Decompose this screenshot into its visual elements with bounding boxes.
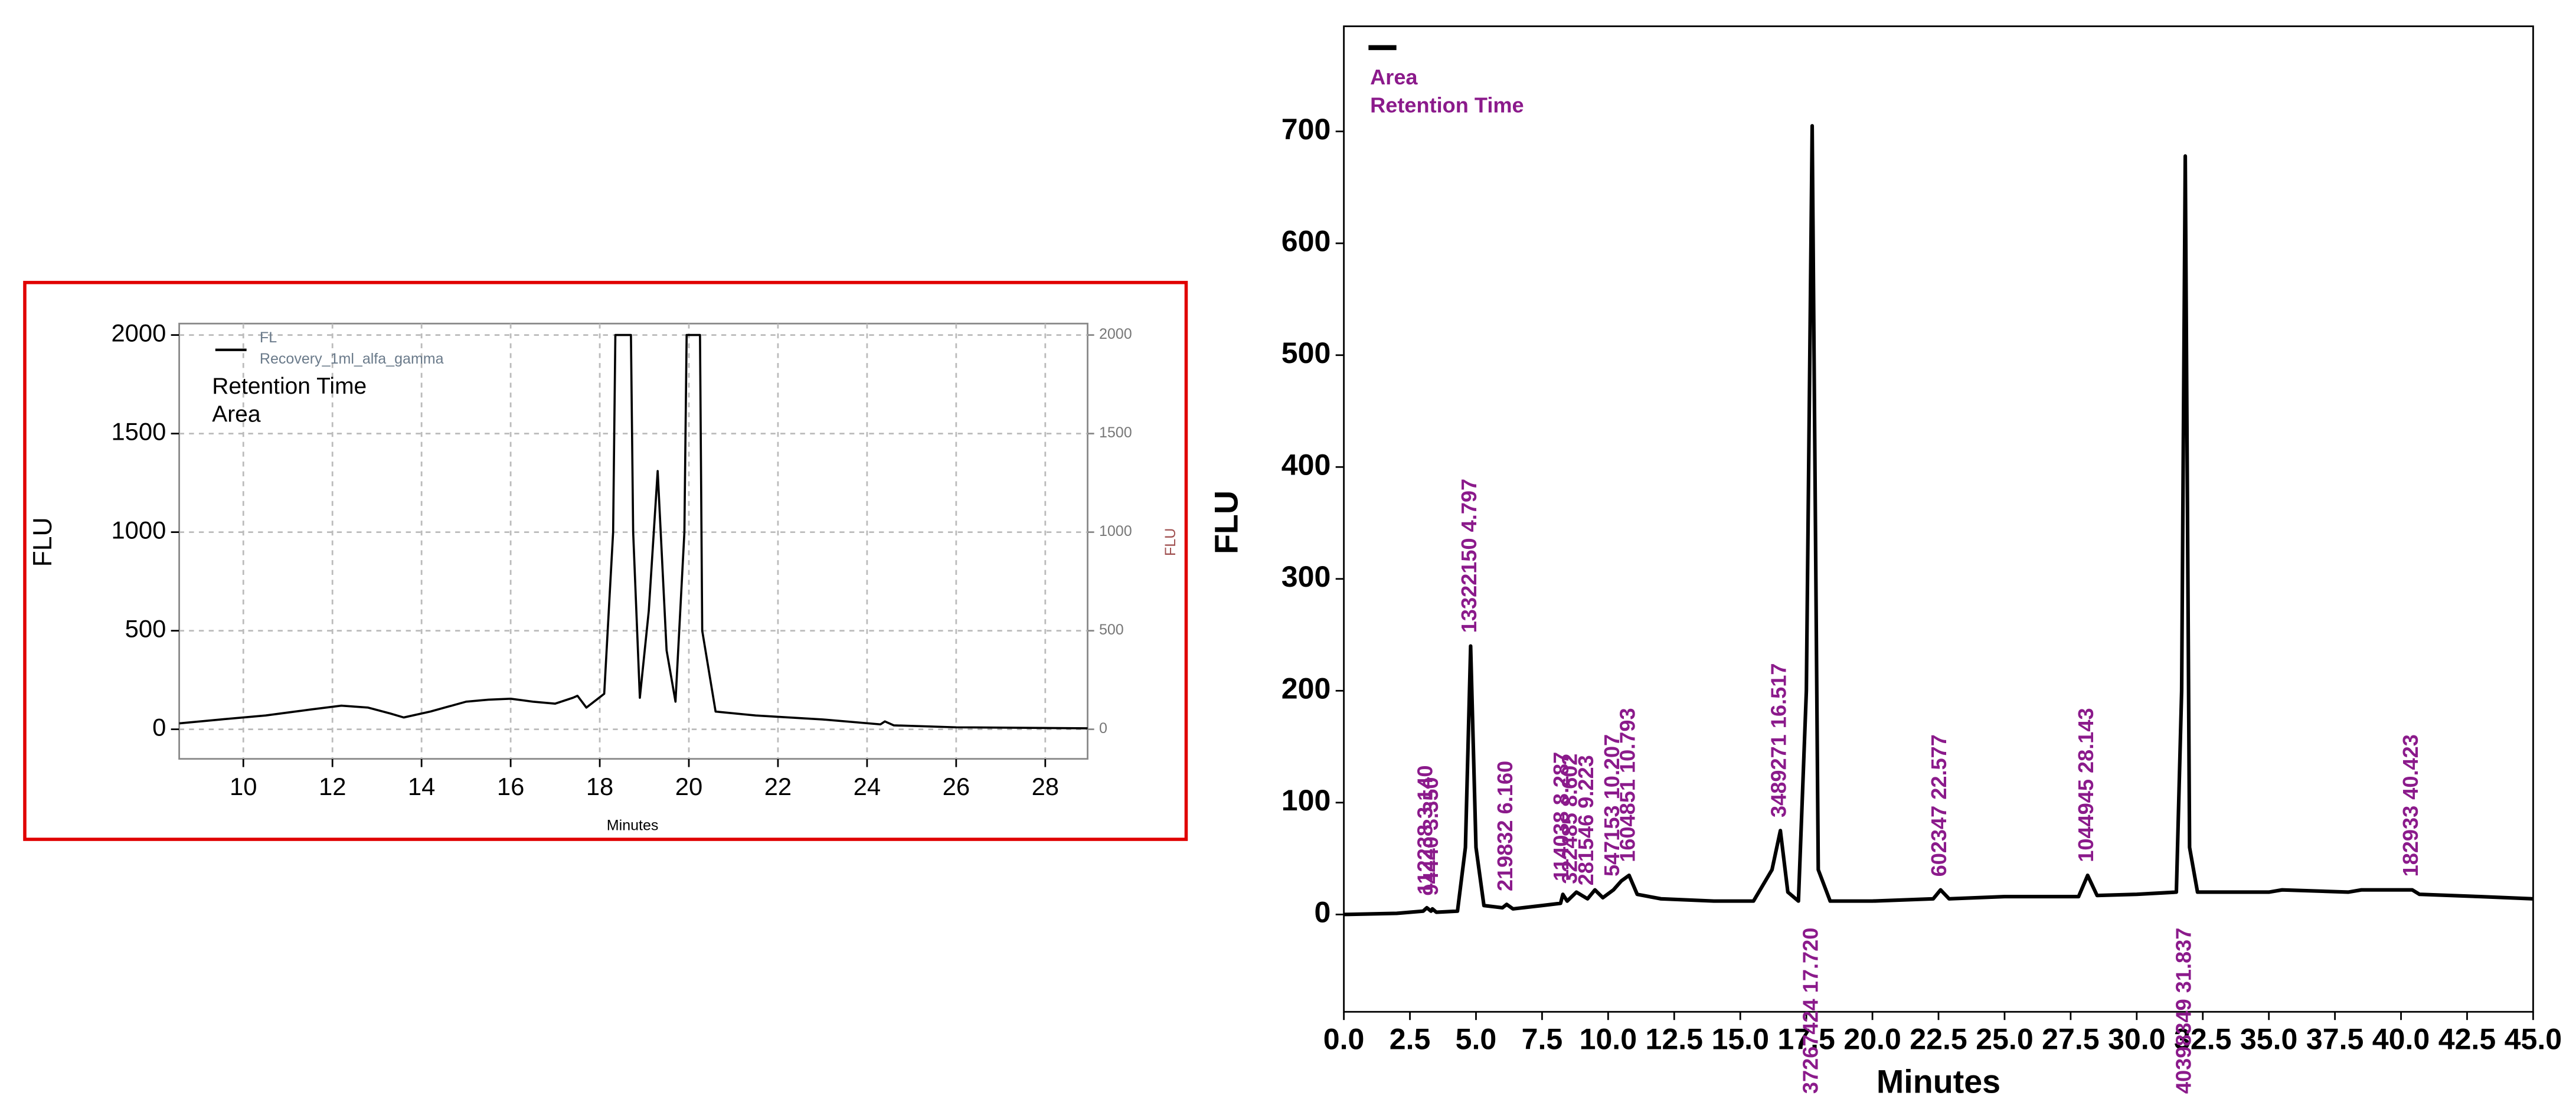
peak-label: 94440 3.350	[1418, 777, 1443, 896]
y-axis-label: FLU	[28, 517, 57, 567]
legend-detail: Recovery_1ml_alfa_gamma	[260, 351, 444, 367]
x-tick-label: 14	[408, 773, 435, 800]
x-tick-label: 5.0	[1456, 1023, 1497, 1056]
y-tick-label: 500	[125, 615, 166, 643]
x-tick-label: 20	[675, 773, 702, 800]
highlight-box	[23, 280, 1188, 841]
x-tick-label: 35.0	[2240, 1023, 2297, 1056]
y-tick-label: 100	[1282, 784, 1331, 817]
y-tick-label: 0	[1314, 896, 1331, 929]
trace	[1343, 124, 2533, 917]
peak-label: 281546 9.223	[1574, 755, 1598, 885]
x-tick-label: 25.0	[1976, 1023, 2033, 1056]
peak-label: 1044945 28.143	[2074, 708, 2098, 862]
x-tick-label: 16	[497, 773, 524, 800]
peak-label: 40398349 31.837	[2172, 928, 2196, 1094]
x-tick-label: 12.5	[1646, 1023, 1703, 1056]
y-tick-label: 300	[1282, 560, 1331, 593]
legend-text: Retention Time	[1370, 93, 1524, 117]
x-tick-label: 45.0	[2505, 1023, 2562, 1056]
y-tick-label: 0	[152, 714, 166, 741]
peak-label: 3489271 16.517	[1767, 663, 1791, 817]
y2-tick-label: 1000	[1099, 523, 1132, 539]
y-tick-label: 400	[1282, 448, 1331, 481]
x-tick-label: 18	[586, 773, 613, 800]
y-tick-label: 600	[1282, 224, 1331, 257]
y2-tick-label: 1500	[1099, 424, 1132, 441]
y-tick-label: 500	[1282, 336, 1331, 369]
y-tick-label: 1000	[111, 516, 166, 544]
x-tick-label: 17.5	[1777, 1023, 1835, 1056]
x-tick-label: 26	[943, 773, 970, 800]
x-tick-label: 24	[854, 773, 881, 800]
x-tick-label: 22	[764, 773, 792, 800]
legend-text: Area	[212, 401, 261, 427]
x-tick-label: 12	[319, 773, 346, 800]
y2-tick-label: 2000	[1099, 326, 1132, 342]
peak-label: 13322150 4.797	[1457, 479, 1481, 633]
x-tick-label: 7.5	[1522, 1023, 1563, 1056]
peak-label: 182933 40.423	[2398, 734, 2423, 876]
x-tick-label: 30.0	[2108, 1023, 2165, 1056]
peak-label: 114038 8.287	[1549, 752, 1573, 881]
x-tick-label: 28	[1032, 773, 1059, 800]
x-tick-label: 2.5	[1390, 1023, 1431, 1056]
y-tick-label: 200	[1282, 672, 1331, 705]
x-tick-label: 22.5	[1910, 1023, 1967, 1056]
peak-label: 112238 3.140	[1413, 766, 1437, 895]
x-tick-label: 0.0	[1323, 1023, 1365, 1056]
x-tick-label: 27.5	[2042, 1023, 2099, 1056]
y-tick-label: 700	[1282, 113, 1331, 146]
y-axis-label: FLU	[1208, 490, 1245, 554]
x-tick-label: 32.5	[2174, 1023, 2231, 1056]
x-tick-label: 37.5	[2306, 1023, 2363, 1056]
x-tick-label: 15.0	[1711, 1023, 1768, 1056]
x-tick-label: 40.0	[2372, 1023, 2430, 1056]
legend-text: Area	[1370, 65, 1418, 89]
peak-label: 1604851 10.793	[1615, 708, 1639, 862]
peak-label: 602347 22.577	[1927, 734, 1951, 876]
y-tick-label: 2000	[111, 319, 166, 347]
y2-tick-label: 0	[1099, 720, 1107, 737]
x-tick-label: 10	[230, 773, 257, 800]
x-axis-label: Minutes	[607, 817, 659, 833]
y2-axis-label: FLU	[1162, 528, 1179, 556]
x-tick-label: 10.0	[1580, 1023, 1637, 1056]
peak-label: 322485 8.602	[1557, 754, 1581, 884]
legend-text: Retention Time	[212, 374, 367, 399]
peak-label: 219832 6.160	[1493, 761, 1517, 891]
legend-label: FL	[260, 329, 277, 346]
x-tick-label: 20.0	[1843, 1023, 1901, 1056]
x-axis-label: Minutes	[1877, 1063, 2000, 1100]
y-tick-label: 1500	[111, 418, 166, 446]
trace	[179, 333, 1088, 730]
x-tick-label: 42.5	[2438, 1023, 2496, 1056]
peak-label: 37267424 17.720	[1799, 928, 1823, 1094]
y2-tick-label: 500	[1099, 622, 1124, 638]
peak-label: 547153 10.207	[1600, 734, 1624, 876]
plot-area	[1343, 25, 2534, 1013]
